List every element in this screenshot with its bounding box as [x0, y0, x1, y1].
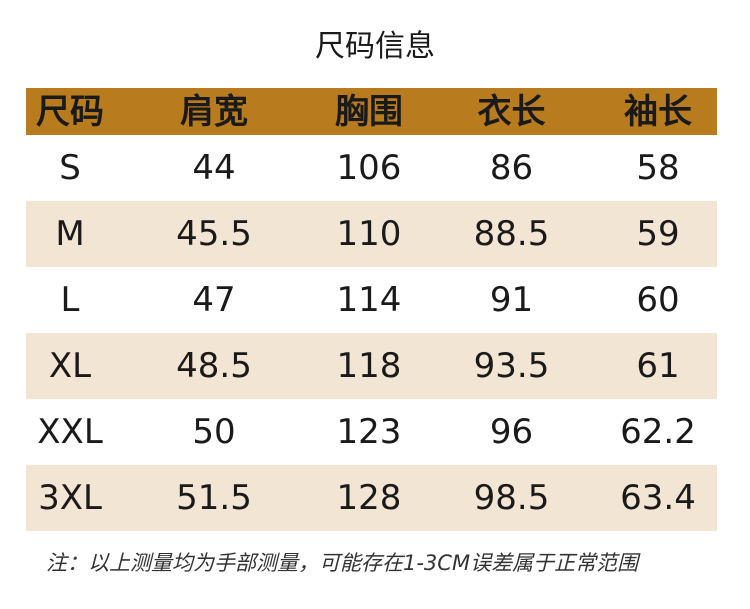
length-cell: 93.5	[473, 346, 550, 386]
table-row: XL 48.5 118 93.5 61	[26, 333, 717, 399]
sleeve-cell: 60	[636, 280, 680, 320]
table-row: L 47 114 91 60	[26, 267, 717, 333]
length-cell: 91	[489, 280, 534, 320]
shoulder-cell: 47	[192, 280, 236, 320]
header-shoulder: 肩宽	[180, 91, 248, 132]
header-chest: 胸围	[335, 91, 403, 132]
chest-cell: 118	[336, 346, 402, 386]
size-cell: S	[59, 148, 81, 188]
sleeve-cell: 59	[636, 214, 680, 254]
chest-cell: 114	[336, 280, 402, 320]
sleeve-cell: 63.4	[620, 478, 696, 518]
chest-cell: 123	[336, 412, 402, 452]
table-row: M 45.5 110 88.5 59	[26, 201, 717, 267]
measurement-note: 注：以上测量均为手部测量，可能存在1-3CM误差属于正常范围	[46, 551, 639, 575]
length-cell: 86	[489, 148, 534, 188]
length-cell: 88.5	[473, 214, 550, 254]
shoulder-cell: 44	[192, 148, 236, 188]
table-header-row: 尺码 肩宽 胸围 衣长 袖长	[26, 88, 717, 135]
chest-cell: 110	[336, 214, 402, 254]
shoulder-cell: 50	[192, 412, 236, 452]
table-row: XXL 50 123 96 62.2	[26, 399, 717, 465]
chest-cell: 106	[336, 148, 402, 188]
shoulder-cell: 48.5	[176, 346, 252, 386]
shoulder-cell: 45.5	[176, 214, 252, 254]
header-size: 尺码	[36, 91, 104, 132]
size-cell: 3XL	[38, 478, 102, 518]
sleeve-cell: 61	[636, 346, 680, 386]
length-cell: 98.5	[473, 478, 550, 518]
size-cell: XL	[48, 346, 92, 386]
header-length: 衣长	[477, 91, 546, 132]
header-sleeve: 袖长	[624, 91, 692, 132]
size-cell: L	[60, 280, 80, 320]
page-title: 尺码信息	[315, 29, 435, 64]
length-cell: 96	[489, 412, 534, 452]
shoulder-cell: 51.5	[176, 478, 252, 518]
size-table: 尺码 肩宽 胸围 衣长 袖长 S 44 106 86 58 M 45.5 110…	[26, 88, 717, 531]
table-row: 3XL 51.5 128 98.5 63.4	[26, 465, 717, 531]
table-row: S 44 106 86 58	[26, 135, 717, 201]
sleeve-cell: 62.2	[620, 412, 696, 452]
size-cell: XXL	[37, 412, 103, 452]
sleeve-cell: 58	[636, 148, 680, 188]
chest-cell: 128	[336, 478, 402, 518]
size-cell: M	[55, 214, 85, 254]
